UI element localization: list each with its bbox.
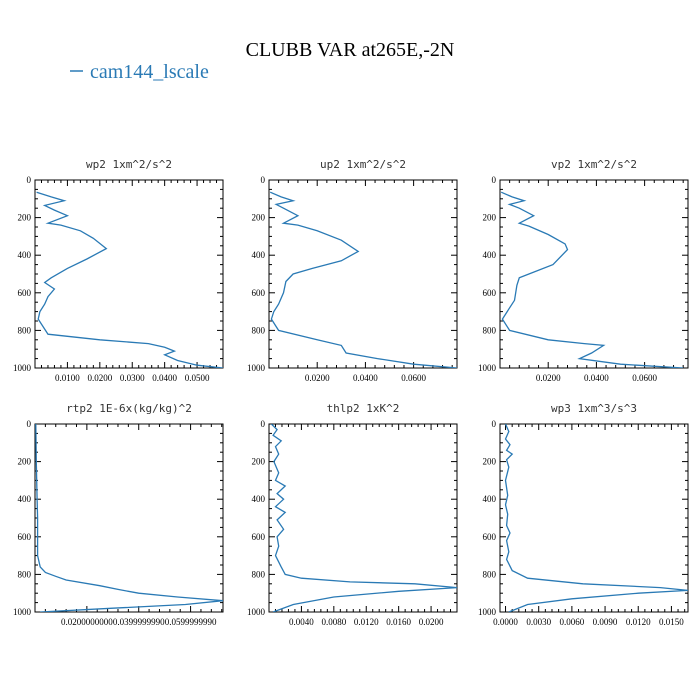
y-tick-label: 200 [252, 457, 266, 467]
y-tick-label: 400 [18, 494, 32, 504]
panel-3: vp2 1xm^2/s^2 0 200 400 600 800 1000 0.0200 0.04… [478, 158, 689, 383]
panel-title: wp3 1xm^3/s^3 [551, 402, 637, 415]
x-tick-label: 0.0200 [419, 617, 444, 627]
y-tick-label: 200 [483, 457, 497, 467]
x-tick-label: 0.0090 [593, 617, 618, 627]
x-tick-label: 0.0000 [493, 617, 518, 627]
panel-title: up2 1xm^2/s^2 [320, 158, 406, 171]
panel-title: vp2 1xm^2/s^2 [551, 158, 637, 171]
series-line-cam144_lscale [270, 424, 457, 612]
y-tick-label: 600 [252, 288, 266, 298]
x-tick-label: 0.0300 [120, 373, 145, 383]
panel-title: thlp2 1xK^2 [327, 402, 400, 415]
panel-title: wp2 1xm^2/s^2 [86, 158, 172, 171]
y-tick-label: 0 [27, 419, 32, 429]
y-tick-label: 800 [18, 325, 32, 335]
x-tick-label: 0.0600 [632, 373, 657, 383]
x-tick-label: 0.0120 [354, 617, 379, 627]
y-tick-label: 600 [18, 532, 32, 542]
x-tick-label: 0.0160 [386, 617, 411, 627]
y-tick-label: 0 [492, 175, 497, 185]
y-tick-label: 0 [261, 175, 266, 185]
figure-title: CLUBB VAR at265E,-2N [246, 39, 455, 61]
y-tick-label: 400 [18, 250, 32, 260]
y-tick-label: 800 [18, 569, 32, 579]
x-tick-label: 0.0060 [560, 617, 585, 627]
x-tick-label: 0.0599999990 [165, 617, 217, 627]
x-tick-label: 0.0120 [626, 617, 651, 627]
y-tick-label: 200 [252, 213, 266, 223]
y-tick-label: 0 [492, 419, 497, 429]
x-tick-label: 0.0200000000 [61, 617, 113, 627]
legend: cam144_lscale [70, 61, 209, 83]
y-tick-label: 600 [252, 532, 266, 542]
y-tick-label: 800 [252, 569, 266, 579]
x-tick-label: 0.0100 [55, 373, 80, 383]
x-tick-label: 0.0030 [526, 617, 551, 627]
panel-4: rtp2 1E-6x(kg/kg)^2 0 200 400 600 800 1000 0.02… [13, 402, 224, 627]
x-tick-label: 0.0200 [305, 373, 330, 383]
legend-label: cam144_lscale [90, 61, 209, 83]
y-tick-label: 200 [18, 457, 32, 467]
panel-5: thlp2 1xK^2 0 200 400 600 800 1000 0.0040 0.0080… [247, 402, 458, 627]
y-tick-label: 600 [18, 288, 32, 298]
y-tick-label: 1000 [247, 607, 266, 617]
x-tick-label: 0.0200 [536, 373, 561, 383]
y-tick-label: 0 [261, 419, 266, 429]
y-tick-label: 600 [483, 532, 497, 542]
y-tick-label: 1000 [247, 363, 266, 373]
y-tick-label: 800 [252, 325, 266, 335]
x-tick-label: 0.0150 [659, 617, 684, 627]
y-tick-label: 200 [18, 213, 32, 223]
y-tick-label: 400 [483, 250, 497, 260]
series-line-cam144_lscale [504, 424, 688, 612]
series-line-cam144_lscale [36, 191, 223, 368]
y-tick-label: 1000 [13, 363, 32, 373]
x-tick-label: 0.0400 [152, 373, 177, 383]
series-line-cam144_lscale [35, 424, 223, 612]
x-tick-label: 0.0080 [321, 617, 346, 627]
y-tick-label: 0 [27, 175, 32, 185]
panel-1: wp2 1xm^2/s^2 0 200 400 600 800 1000 0.0100 0.02… [13, 158, 224, 383]
panels: wp2 1xm^2/s^2 0 200 400 600 800 1000 0.0100 0.02… [13, 158, 689, 627]
series-line-cam144_lscale [269, 191, 457, 368]
x-tick-label: 0.0500 [185, 373, 210, 383]
y-tick-label: 400 [483, 494, 497, 504]
x-tick-label: 0.0040 [289, 617, 314, 627]
y-tick-label: 1000 [478, 607, 497, 617]
y-tick-label: 200 [483, 213, 497, 223]
y-tick-label: 800 [483, 325, 497, 335]
x-tick-label: 0.0400 [584, 373, 609, 383]
y-tick-label: 400 [252, 250, 266, 260]
y-tick-label: 400 [252, 494, 266, 504]
y-tick-label: 1000 [13, 607, 32, 617]
y-tick-label: 1000 [478, 363, 497, 373]
panel-title: rtp2 1E-6x(kg/kg)^2 [66, 402, 192, 415]
series-line-cam144_lscale [500, 191, 684, 368]
panel-2: up2 1xm^2/s^2 0 200 400 600 800 1000 0.0200 0.04… [247, 158, 458, 383]
x-tick-label: 0.0400 [353, 373, 378, 383]
x-tick-label: 0.0399999990 [113, 617, 165, 627]
y-tick-label: 600 [483, 288, 497, 298]
y-tick-label: 800 [483, 569, 497, 579]
x-tick-label: 0.0600 [401, 373, 426, 383]
x-tick-label: 0.0200 [87, 373, 112, 383]
